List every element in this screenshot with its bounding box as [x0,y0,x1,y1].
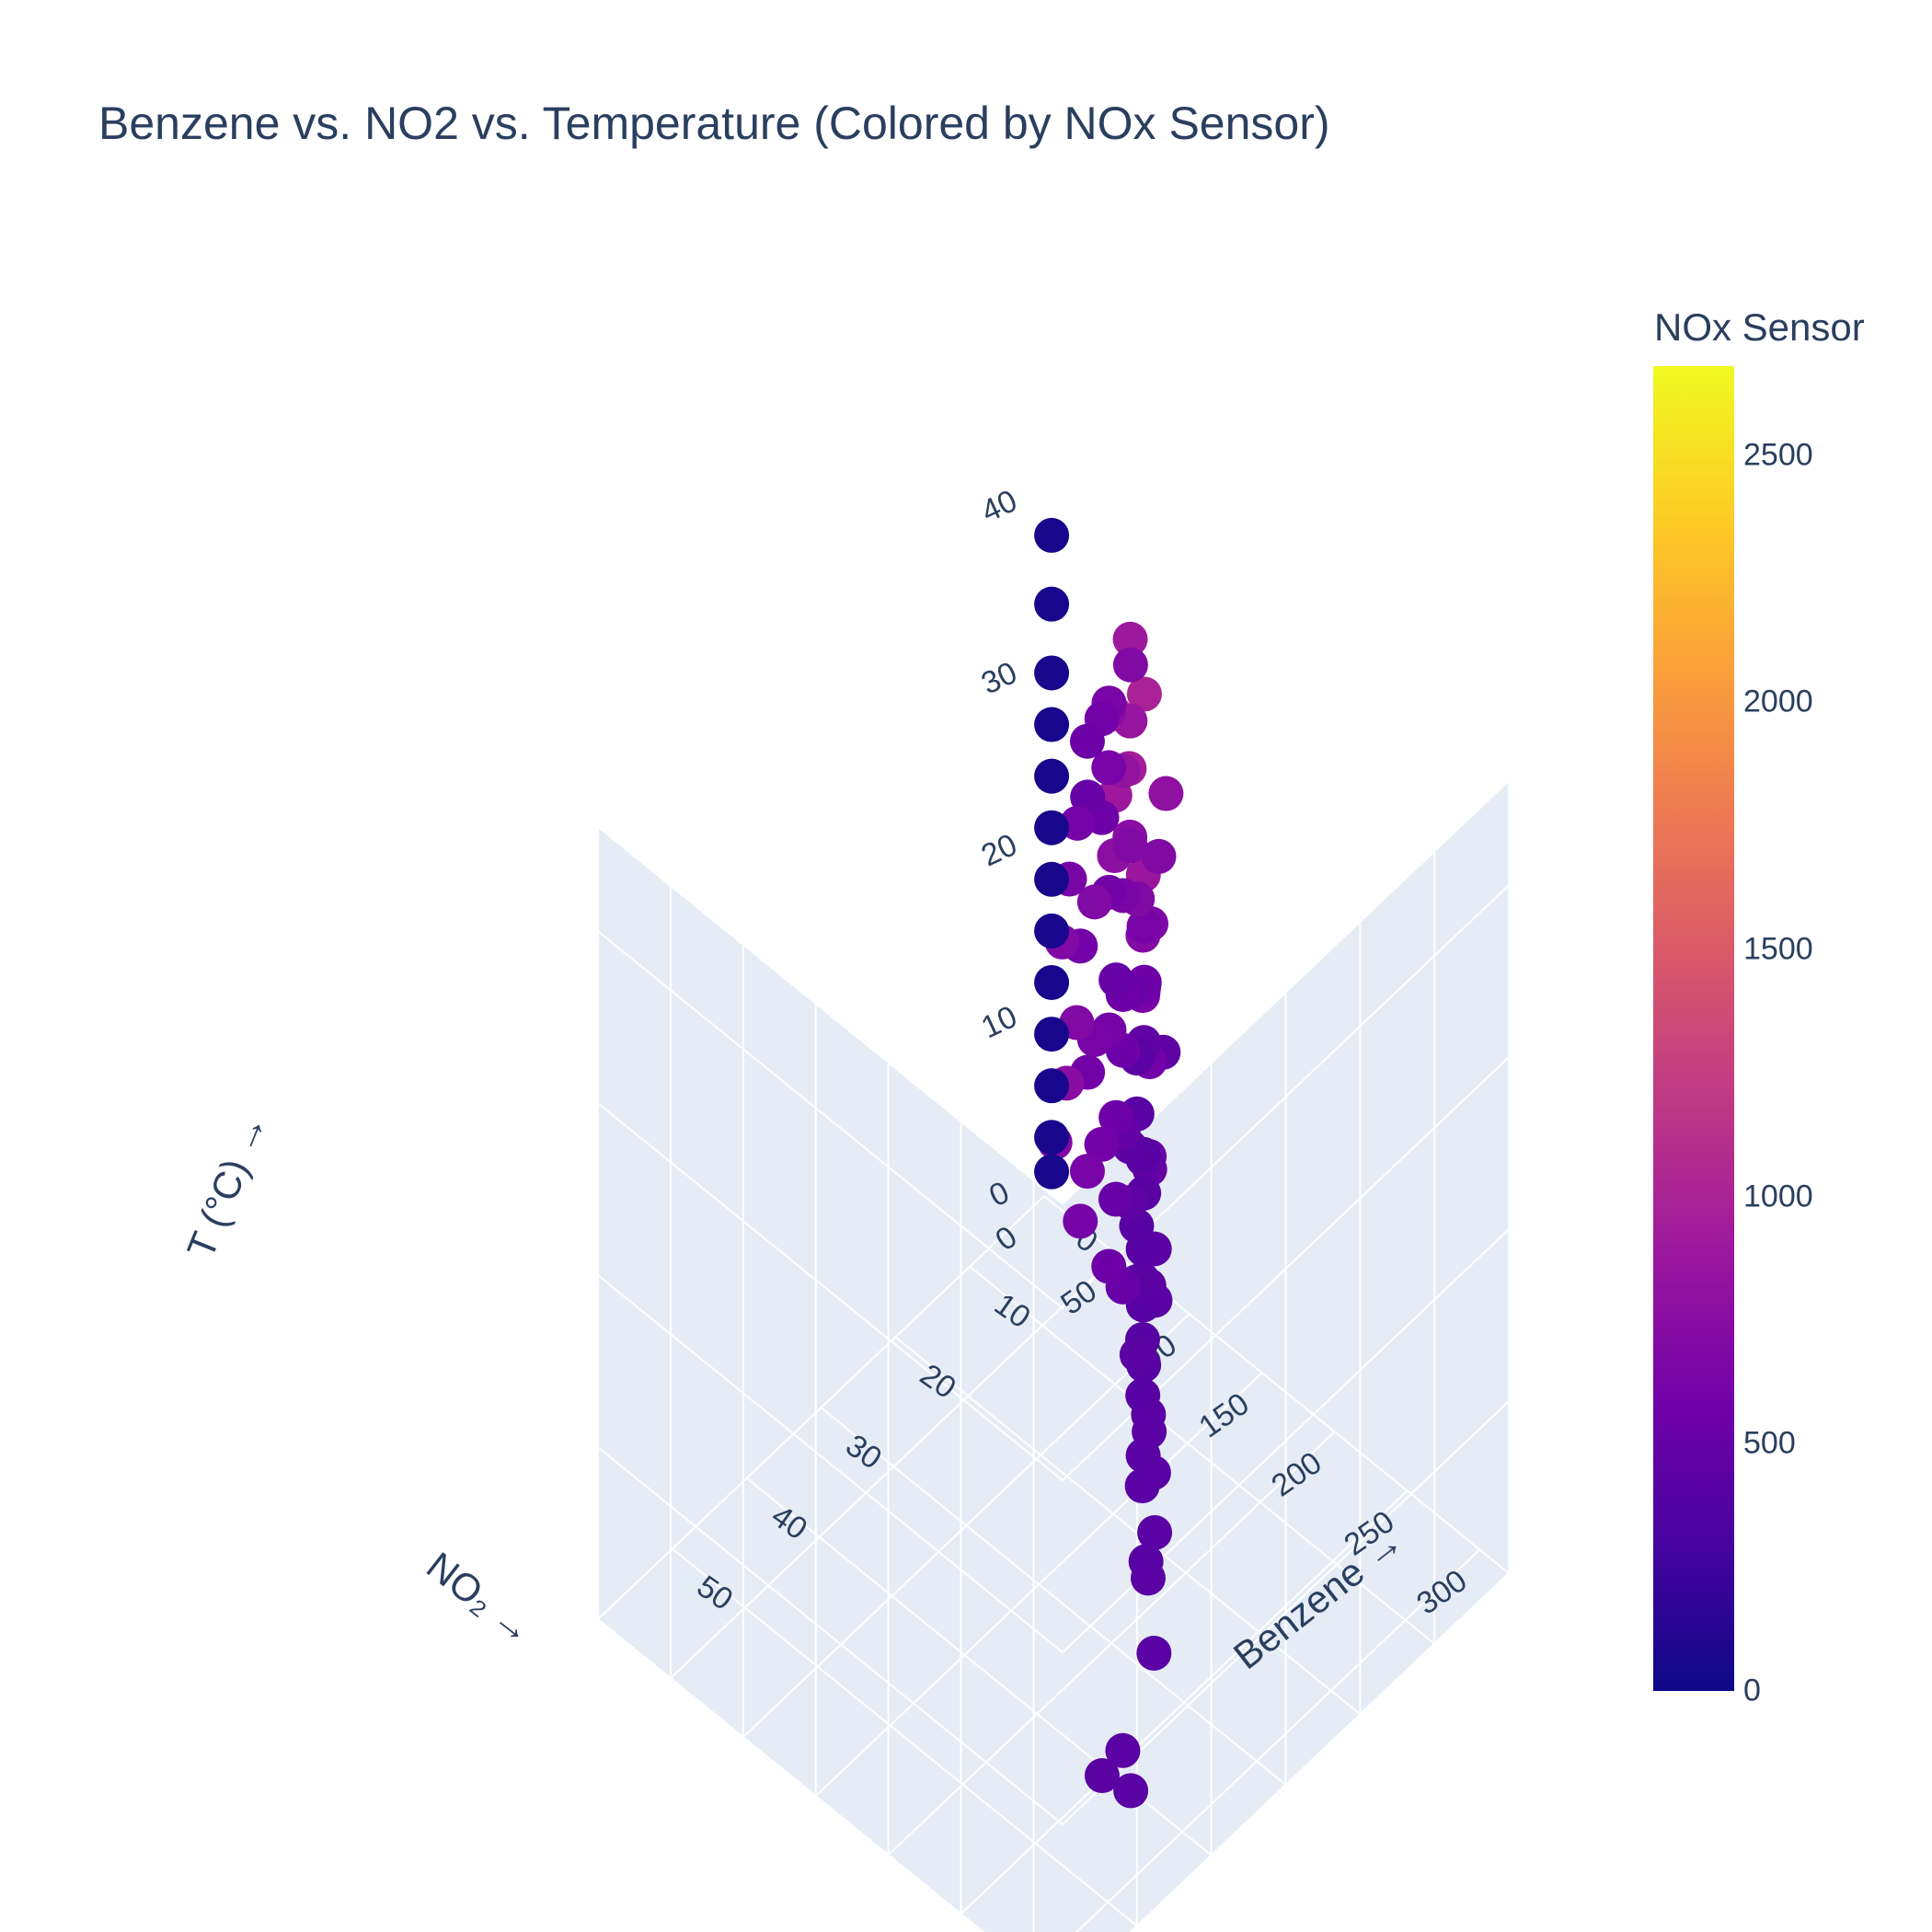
data-point[interactable] [1098,962,1134,998]
z-tick-label: 30 [976,655,1022,701]
data-point[interactable] [1034,758,1070,794]
colorbar-tick-label: 2500 [1743,437,1813,473]
colorbar-tick-label: 0 [1743,1673,1761,1708]
data-point[interactable] [1063,1203,1098,1239]
data-point[interactable] [1034,1154,1070,1190]
data-point[interactable] [1148,776,1184,811]
z-tick-label: 40 [976,483,1022,529]
y-axis-title: NO₂ → [419,1544,542,1653]
data-point[interactable] [1034,517,1070,553]
data-point[interactable] [1113,1773,1149,1809]
data-point[interactable] [1141,838,1177,874]
gridline [597,1618,985,1932]
data-point[interactable] [1034,586,1070,622]
z-tick-label: 10 [976,999,1022,1045]
data-point[interactable] [1126,908,1162,944]
data-point[interactable] [1034,913,1070,949]
data-point[interactable] [1069,723,1105,759]
colorbar-tick-label: 500 [1743,1425,1796,1461]
gridline [1075,1548,1481,1932]
data-point[interactable] [1130,1560,1166,1596]
floor-plane [598,1196,1509,1932]
gridline [672,1547,1138,1927]
data-point[interactable] [1125,1438,1161,1474]
colorbar [1653,366,1734,1691]
z-axis-title: T (°C) → [178,1107,276,1264]
colorbar-tick-label: 1500 [1743,931,1813,967]
data-point[interactable] [1034,1068,1070,1104]
gridline [597,1446,1064,1825]
gridline [597,1102,1064,1481]
data-point[interactable] [1098,1099,1134,1135]
data-point[interactable] [1112,828,1148,864]
data-point[interactable] [1136,1635,1172,1671]
gridline [1129,1572,1510,1932]
colorbar-tick-label: 2000 [1743,684,1813,719]
z-tick-label: 20 [976,827,1022,873]
data-point[interactable] [1069,1154,1105,1190]
data-point[interactable] [1119,1337,1155,1373]
gridline [820,1407,1287,1786]
data-point[interactable] [1034,810,1070,845]
gridline [597,930,1064,1309]
data-point[interactable] [1091,1248,1127,1284]
chart-title: Benzene vs. NO2 vs. Temperature (Colored… [98,98,1330,149]
data-point[interactable] [1034,1017,1070,1052]
data-point[interactable] [1105,1732,1141,1768]
data-point[interactable] [1126,676,1162,712]
data-point[interactable] [1060,805,1096,841]
data-point[interactable] [1091,750,1127,786]
gridline [815,1372,1263,1797]
gridline [969,1265,1435,1645]
data-point[interactable] [1098,1181,1133,1217]
colorbar-tick-label: 1000 [1743,1179,1813,1214]
data-point[interactable] [1034,1120,1070,1156]
gridline [742,1313,1190,1738]
data-point[interactable] [1034,861,1070,897]
data-point[interactable] [1034,964,1070,1000]
data-point[interactable] [1137,1514,1173,1550]
gridline [670,1254,1118,1679]
colorbar-title: NOx Sensor [1654,305,1865,349]
data-point[interactable] [1125,1377,1161,1413]
gridline [887,1431,1336,1856]
data-point[interactable] [1112,621,1148,657]
data-point[interactable] [1034,655,1070,691]
data-point[interactable] [1076,884,1112,920]
gridline [597,1274,1064,1653]
data-point[interactable] [1084,1126,1120,1162]
gridline [960,1489,1409,1915]
data-points[interactable] [1034,517,1184,1809]
data-point[interactable] [1124,1468,1160,1504]
gridline [597,1195,1045,1620]
data-point[interactable] [1034,707,1070,742]
gridline [894,1336,1361,1716]
data-point[interactable] [1084,1758,1120,1794]
data-point[interactable] [1112,647,1148,683]
